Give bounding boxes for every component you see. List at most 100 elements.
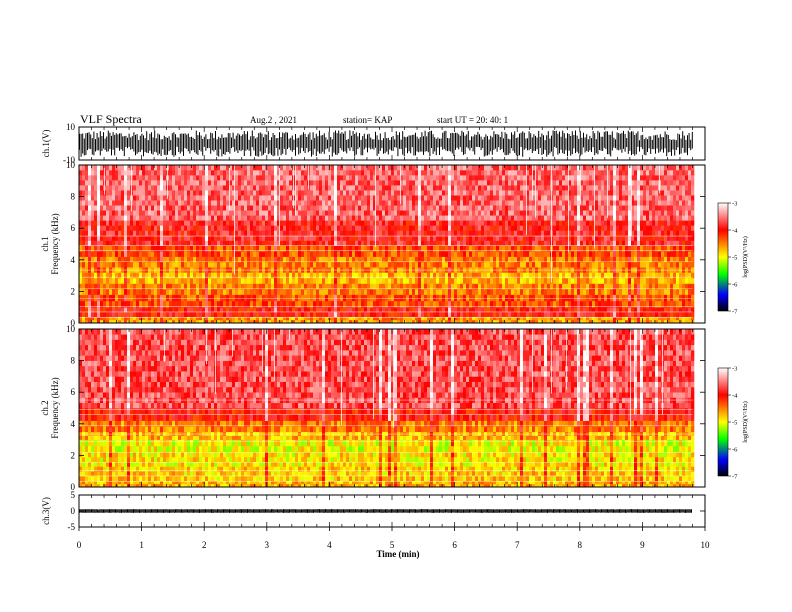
ch1-spectrogram-cell [292,277,296,284]
ch1-spectrogram-cell [400,180,404,186]
ch1-spectrogram-cell [478,205,482,211]
start-time-label: start UT = 20: 40: 1 [437,115,508,125]
ch1-spectrogram-cell [544,311,548,317]
ch1-spectrogram-cell [520,215,524,221]
ch1-spectrogram-cell [508,283,512,290]
ch1-spectrogram-cell [301,235,305,241]
ch1-spectrogram-cell [115,272,119,279]
ch1-spectrogram-cell [415,277,419,284]
ch1-spectrogram-cell [265,225,269,231]
ch1-spectrogram-cell [337,180,341,186]
ch1-spectrogram-cell [268,215,272,221]
ch1-spectrogram-cell [493,175,497,181]
ch1-spectrogram-cell [97,225,101,231]
ch1-spectrogram-cell [307,277,311,284]
ch1-spectrogram-cell [178,251,182,257]
ch1-spectrogram-cell [244,251,248,257]
ch1-spectrogram-cell [121,205,125,211]
ch1-spectrogram-cell [82,190,86,196]
ch1-spectrogram-cell [412,200,416,206]
ch1-spectrogram-cell [445,240,449,246]
ch1-spectrogram-cell [229,294,233,302]
ch1-spectrogram-cell [451,200,455,206]
ch1-spectrogram-cell [421,283,425,290]
ch1-spectrogram-cell [121,225,125,231]
ch1-spectrogram-cell [286,175,290,181]
ch1-spectrogram-cell [172,240,176,246]
ch1-spectrogram-cell [193,195,197,201]
ch1-spectrogram-cell [118,165,122,171]
ch1-spectrogram-cell [475,319,479,324]
ch1-spectrogram-cell [454,240,458,246]
ch1-spectrogram-cell [412,170,416,176]
ch1-spectrogram-cell [403,294,407,302]
ch1-spectrogram-cell [325,261,329,268]
ch1-spectrogram-cell [535,195,539,201]
ch1-spectrogram-cell [382,289,386,295]
ch1-spectrogram-cell [433,195,437,201]
ch1-spectrogram-cell [256,185,260,191]
ch1-spectrogram-cell [385,283,389,290]
ch1-spectrogram-cell [175,205,179,211]
ch1-spectrogram-cell [226,165,230,171]
ch1-spectrogram-cell [322,190,326,196]
ch1-spectrogram-cell [247,165,251,171]
ch1-spectrogram-cell [496,277,500,284]
ch1-spectrogram-cell [508,170,512,176]
ch1-spectrogram-cell [133,190,137,196]
ch1-spectrogram-cell [94,235,98,241]
ch1-spectrogram-cell [256,180,260,186]
ch1-spectrogram-cell [232,272,236,279]
ch1-spectrogram-cell [331,180,335,186]
ch1-spectrogram-cell [391,180,395,186]
ch1-spectrogram-cell [88,283,92,290]
ch1-spectrogram-cell [532,256,536,263]
ch1-spectrogram-cell [142,311,146,317]
ch1-spectrogram-cell [274,294,278,302]
ch1-spectrogram-cell [112,261,116,268]
ch1-spectrogram-cell [442,272,446,279]
ch1-spectrogram-cell [196,190,200,196]
ch1-spectrogram-cell [133,251,137,257]
ch1-spectrogram-cell [412,289,416,295]
ch1-spectrogram-cell [529,215,533,221]
ch1-spectrogram-cell [493,170,497,176]
ch1-spectrogram-cell [514,225,518,231]
ch1-spectrogram-cell [379,175,383,181]
ch1-spectrogram-cell [214,311,218,317]
ch1-spectrogram-cell [469,205,473,211]
ch1-spectrogram-cell [535,300,539,308]
ch1-spectrogram-cell [139,289,143,295]
ch1-spectrogram-cell [496,225,500,231]
ch1-spectrogram-cell [433,190,437,196]
ch1-spectrogram-cell [313,200,317,206]
ch1-spectrogram-cell [214,289,218,295]
ch1-spectrogram-cell [142,261,146,268]
ch1-spectrogram-cell [268,289,272,295]
ch1-spectrogram-cell [364,240,368,246]
ch1-spectrogram-cell [403,256,407,263]
ch1-spectrogram-cell [268,170,272,176]
ch1-spectrogram-cell [409,256,413,263]
ch1-spectrogram-cell [505,200,509,206]
ch1-spectrogram-cell [157,294,161,302]
ch1-spectrogram-cell [229,307,233,313]
ch1-spectrogram-cell [280,240,284,246]
ch1-spectrogram-cell [316,272,320,279]
ch1-spectrogram-cell [175,294,179,302]
ch1-spectrogram-cell [412,225,416,231]
ch1-spectrogram-cell [517,205,521,211]
ch1-spectrogram-cell [106,175,110,181]
ch1-spectrogram-cell [106,235,110,241]
ch1-spectrogram-cell [241,319,245,324]
ch1-spectrogram-cell [238,261,242,268]
ch1-spectrogram-cell [316,205,320,211]
ch1-spectrogram-cell [268,283,272,290]
ch1-spectrogram-cell [184,294,188,302]
ch1-spectrogram-cell [292,225,296,231]
ch1-spectrogram-cell [220,170,224,176]
ch1-spectrogram-cell [145,225,149,231]
ch1-spectrogram-cell [175,220,179,226]
ch1-spectrogram-cell [517,294,521,302]
ch1-spectrogram-cell [529,220,533,226]
